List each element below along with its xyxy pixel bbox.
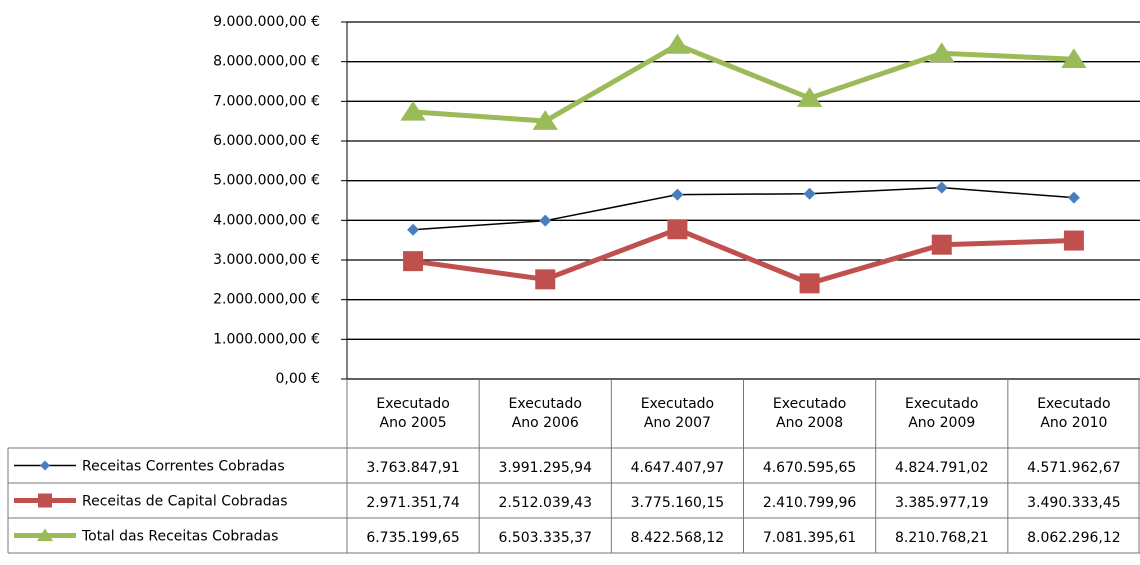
data-label: 3.763.847,91 xyxy=(366,460,460,476)
marker xyxy=(803,187,816,200)
marker xyxy=(407,223,420,236)
category-label: Executado Ano 2010 xyxy=(1037,395,1111,431)
marker xyxy=(931,234,952,255)
marker xyxy=(671,188,684,201)
data-label: 3.385.977,19 xyxy=(894,495,989,511)
series-line xyxy=(413,186,1074,231)
category-label: Executado Ano 2008 xyxy=(772,395,847,431)
data-label: 2.410.799,96 xyxy=(762,495,857,511)
marker xyxy=(539,214,552,227)
marker xyxy=(796,87,823,107)
marker xyxy=(1063,230,1084,251)
data-label: 7.081.395,61 xyxy=(762,530,857,546)
data-label: 2.971.351,74 xyxy=(366,495,460,511)
marker xyxy=(664,33,691,54)
marker xyxy=(935,181,948,194)
marker xyxy=(36,528,54,542)
marker xyxy=(535,269,556,290)
marker xyxy=(1067,191,1080,204)
marker xyxy=(799,273,820,294)
y-tick-label: 1.000.000,00 € xyxy=(213,331,320,347)
marker xyxy=(1061,48,1087,68)
y-tick-label: 6.000.000,00 € xyxy=(213,133,320,149)
category-label: Executado Ano 2005 xyxy=(376,395,450,431)
data-label: 3.775.160,15 xyxy=(630,495,725,511)
category-label: Executado Ano 2009 xyxy=(905,395,979,431)
marker xyxy=(929,42,955,63)
marker xyxy=(532,110,558,130)
y-tick-label: 5.000.000,00 € xyxy=(213,173,320,189)
category-label: Executado Ano 2006 xyxy=(508,395,582,431)
marker xyxy=(400,100,426,121)
series-line xyxy=(412,226,1074,287)
y-tick-label: 8.000.000,00 € xyxy=(213,54,320,70)
y-tick-label: 3.000.000,00 € xyxy=(213,252,320,268)
marker xyxy=(40,460,50,471)
data-label: 2.512.039,43 xyxy=(498,495,592,511)
y-tick-label: 7.000.000,00 € xyxy=(213,93,320,109)
data-label: 4.824.791,02 xyxy=(894,460,989,476)
y-tick-label: 9.000.000,00 € xyxy=(213,14,320,30)
marker xyxy=(403,251,424,272)
marker xyxy=(38,493,52,508)
data-label: 3.991.295,94 xyxy=(498,460,592,476)
y-tick-label: 4.000.000,00 € xyxy=(213,212,320,228)
y-tick-label: 2.000.000,00 € xyxy=(213,292,320,308)
data-label: 8.210.768,21 xyxy=(894,530,989,546)
data-label: 6.503.335,37 xyxy=(498,530,592,546)
data-label: 4.670.595,65 xyxy=(762,460,857,476)
y-tick-label: 0,00 € xyxy=(275,371,320,387)
data-label: 4.571.962,67 xyxy=(1027,460,1121,476)
data-label: 8.062.296,12 xyxy=(1027,530,1121,546)
legend-label: Receitas de Capital Cobradas xyxy=(82,494,288,510)
legend-label: Total das Receitas Cobradas xyxy=(81,529,278,545)
marker xyxy=(667,219,688,240)
category-label: Executado Ano 2007 xyxy=(640,395,715,431)
data-label: 4.647.407,97 xyxy=(630,460,725,476)
legend-label: Receitas Correntes Cobradas xyxy=(82,459,285,475)
series-line xyxy=(412,42,1075,124)
data-label: 6.735.199,65 xyxy=(366,530,460,546)
data-label: 8.422.568,12 xyxy=(630,530,725,546)
data-label: 3.490.333,45 xyxy=(1027,495,1121,511)
